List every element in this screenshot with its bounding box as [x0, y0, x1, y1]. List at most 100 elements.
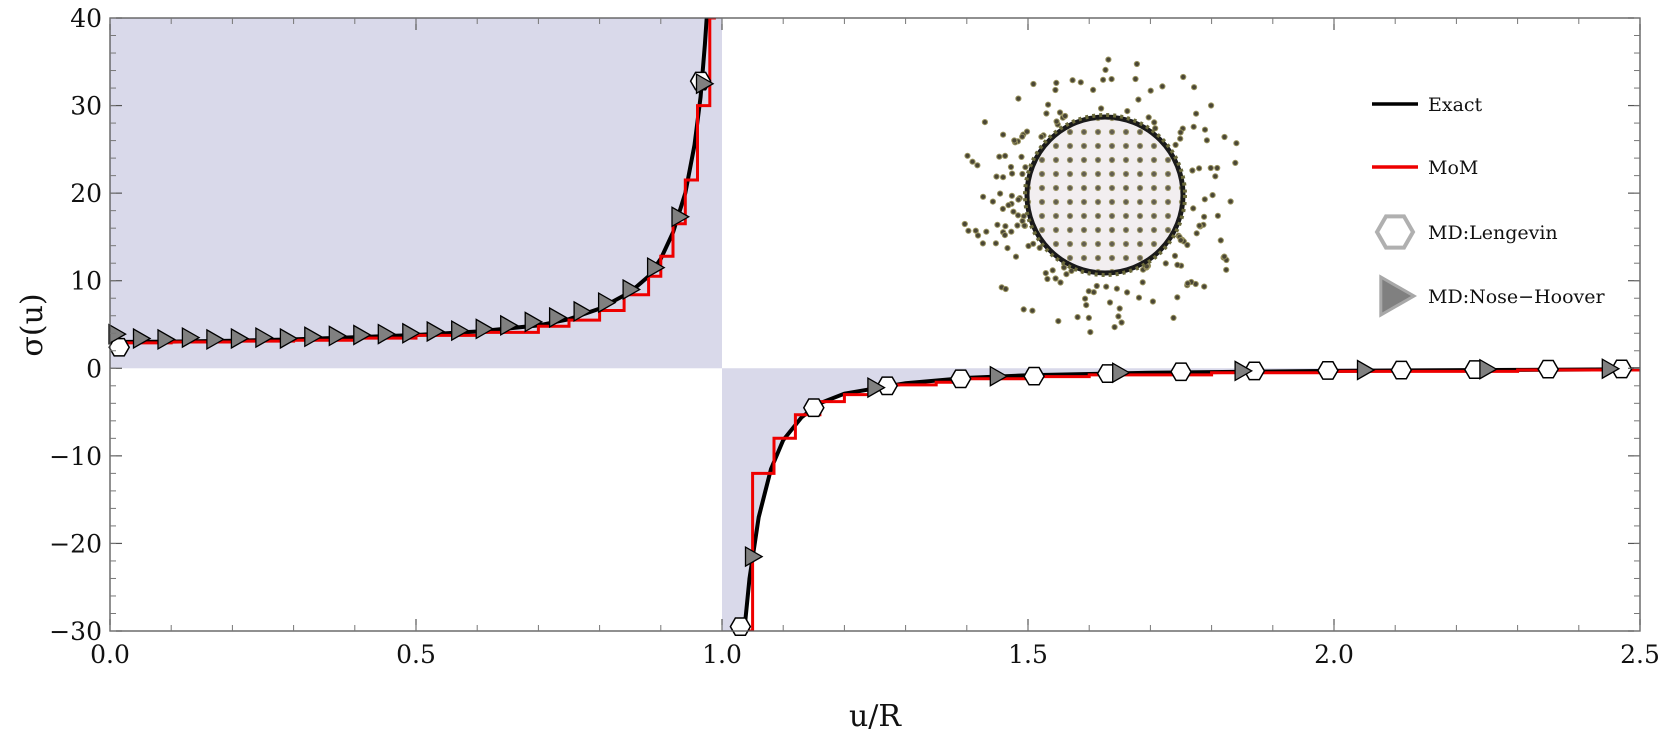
legend-item-3: MD:Nose−Hoover: [1379, 274, 1605, 318]
inset-dot: [997, 190, 1004, 197]
md-nose-hoover-marker: [206, 328, 225, 351]
inset-dot: [1023, 128, 1031, 135]
y-tick-label: −30: [49, 617, 102, 646]
md-nose-hoover-marker: [1112, 362, 1131, 384]
y-axis-label: σ(u): [15, 293, 50, 356]
inset-dot: [1002, 285, 1009, 293]
inset-dot: [1106, 299, 1114, 306]
inset-dot: [1011, 137, 1018, 144]
inset-dot: [1135, 96, 1142, 103]
inset-dot: [1083, 302, 1090, 309]
inset-dot: [999, 205, 1007, 212]
legend-label: MD:Nose−Hoover: [1428, 286, 1605, 308]
inset-dot: [1000, 174, 1007, 181]
md-nose-hoover-marker: [548, 306, 568, 329]
inset-dot: [1015, 196, 1022, 203]
inset-dot: [1008, 228, 1015, 235]
inset-dot: [1038, 133, 1045, 140]
inset-dot: [1060, 264, 1068, 271]
md-nose-hoover-marker: [230, 327, 250, 350]
inset-dot: [1196, 222, 1203, 229]
inset-dot: [1014, 222, 1021, 229]
md-nose-hoover-marker: [402, 322, 421, 344]
md-lengevin-marker: [802, 398, 825, 418]
inset-dot: [1001, 232, 1009, 239]
inset-dot: [1057, 279, 1064, 286]
md-nose-hoover-marker: [304, 326, 323, 348]
inset-dot: [1085, 288, 1092, 295]
inset-dot: [965, 227, 972, 234]
inset-dot: [1063, 271, 1070, 278]
md-nose-hoover-marker: [426, 320, 446, 343]
shaded-regions: [110, 18, 1640, 631]
x-tick-label: 0.0: [90, 640, 130, 669]
exact-line-segment-1: [742, 367, 1640, 631]
inset-dot: [994, 221, 1001, 228]
legend-item-2: MD:Lengevin: [1374, 214, 1558, 250]
inset-dot: [1124, 108, 1131, 115]
inset-dot: [1020, 213, 1027, 220]
inset-dot: [1139, 279, 1146, 286]
inset-dot: [1021, 222, 1028, 229]
inset-dot: [983, 228, 990, 235]
inset-dot: [1201, 126, 1209, 133]
inset-dot: [961, 220, 968, 228]
inset-dot: [1233, 140, 1240, 147]
inset-dot: [1019, 170, 1026, 178]
inset-dot: [1209, 192, 1216, 199]
md-nose-hoover-marker: [671, 206, 691, 228]
inset-dot: [1145, 114, 1152, 121]
inset-dot: [981, 119, 989, 126]
legend-label: MD:Lengevin: [1428, 222, 1558, 244]
inset-dot: [1172, 141, 1179, 149]
md-lengevin-marker: [1170, 362, 1192, 382]
inset-dot: [1201, 196, 1208, 203]
inset-dot: [1022, 164, 1029, 171]
inset-dot: [1214, 212, 1222, 219]
shade-right: [722, 368, 1640, 631]
inset-dot: [1184, 241, 1191, 249]
legend-item-0: Exact: [1372, 94, 1483, 116]
inset-dot: [1223, 266, 1230, 273]
md-nose-hoover-marker: [622, 278, 642, 301]
shade-left: [110, 18, 722, 369]
inset-dot: [1201, 283, 1208, 290]
inset-dot: [1115, 313, 1122, 320]
inset-dot: [1005, 202, 1012, 209]
inset-dot: [1135, 294, 1143, 301]
md-nose-hoover-marker: [132, 327, 152, 350]
inset-dot: [1174, 261, 1181, 269]
inset-dot: [1190, 205, 1197, 212]
inset-dot: [1098, 105, 1105, 112]
inset-dot: [1111, 324, 1118, 331]
legend-swatch: [1379, 274, 1418, 318]
inset-dot: [1196, 165, 1203, 172]
inset-dot: [1116, 305, 1123, 312]
legend-swatch: [1374, 214, 1416, 250]
inset-dot: [1025, 242, 1032, 250]
x-tick-label: 2.0: [1314, 640, 1354, 669]
inset-dot: [1159, 83, 1166, 90]
inset-dot: [1177, 237, 1184, 244]
inset-dot: [1201, 213, 1208, 220]
inset-dot: [1105, 56, 1112, 63]
inset-dot: [1090, 86, 1097, 94]
inset-dot: [1053, 118, 1060, 125]
inset-dot: [980, 193, 987, 200]
inset-dot: [979, 240, 987, 247]
inset-dot: [1044, 275, 1051, 283]
inset-dot: [1102, 66, 1109, 74]
x-tick-label: 2.5: [1620, 640, 1660, 669]
y-tick-label: 0: [86, 354, 102, 383]
inset-dot: [1151, 119, 1158, 126]
y-tick-label: 10: [70, 267, 102, 296]
md-nose-hoover-marker: [867, 376, 886, 399]
inset-dot: [989, 198, 997, 205]
inset-dot: [1036, 244, 1043, 252]
inset-dot: [1103, 283, 1110, 290]
y-tick-label: 40: [70, 4, 102, 33]
inset-dot: [1207, 164, 1214, 172]
md-nose-hoover-marker: [1601, 358, 1621, 380]
inset-dot: [1149, 298, 1157, 305]
